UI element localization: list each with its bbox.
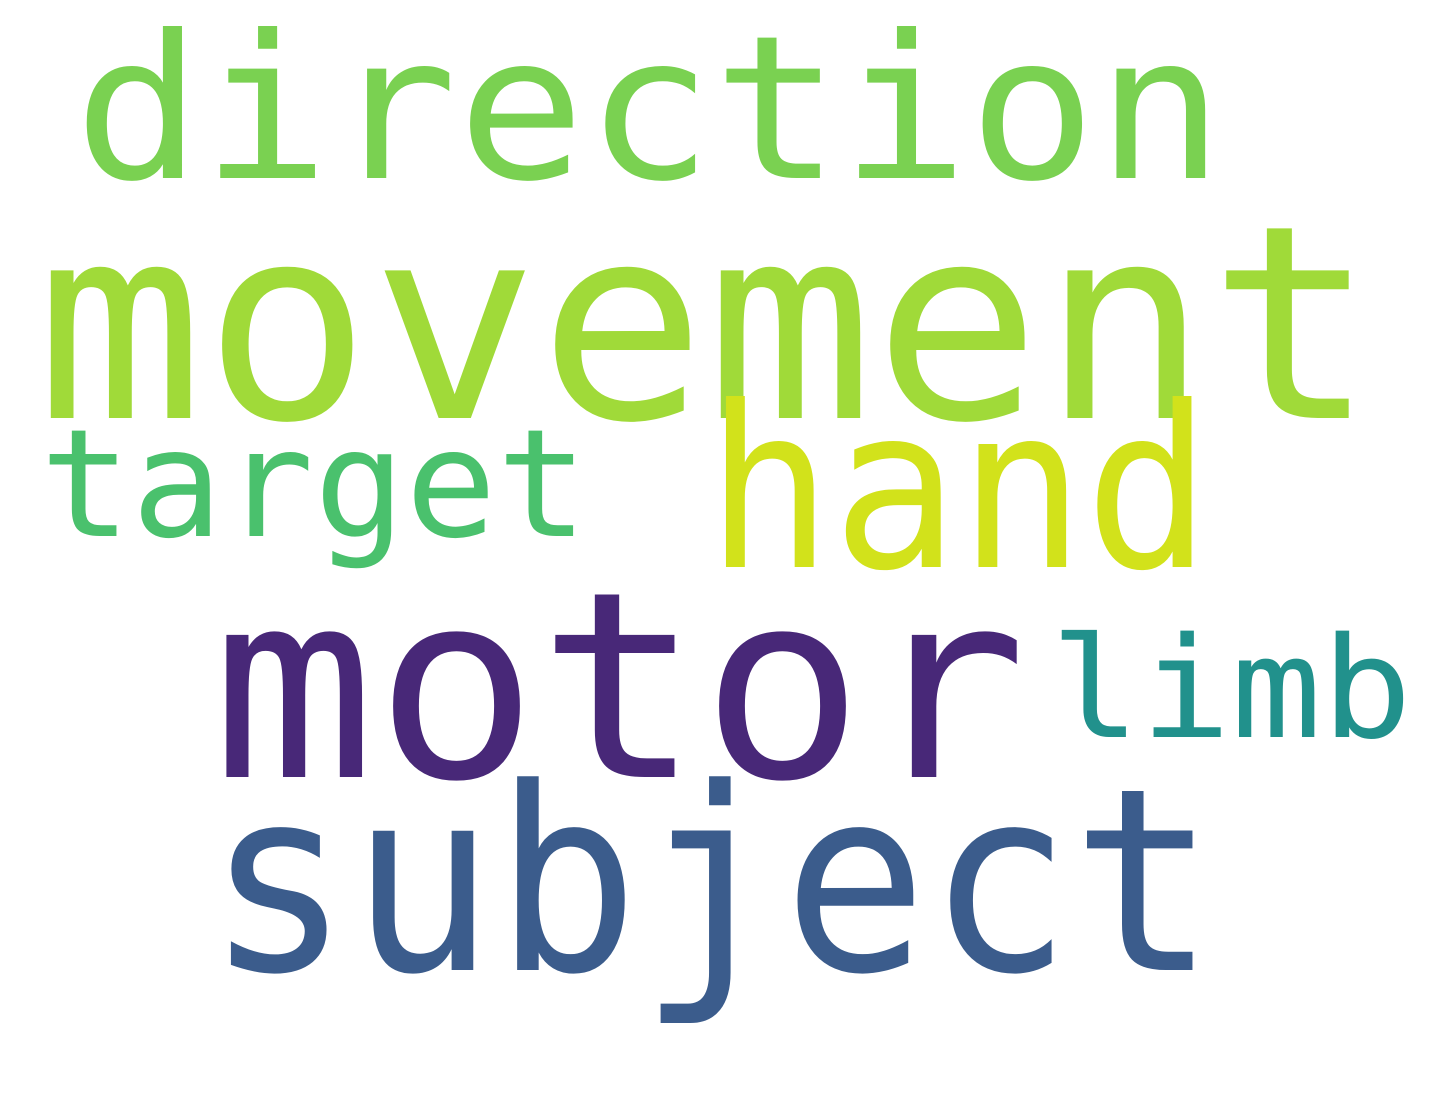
word-hand: hand xyxy=(706,359,1212,621)
word-subject: subject xyxy=(206,734,1216,1031)
word-limb: limb xyxy=(1050,608,1413,771)
word-motor: motor xyxy=(212,537,1027,839)
word-movement: movement xyxy=(36,167,1376,482)
word-target: target xyxy=(40,398,588,572)
word-direction: direction xyxy=(74,0,1225,226)
